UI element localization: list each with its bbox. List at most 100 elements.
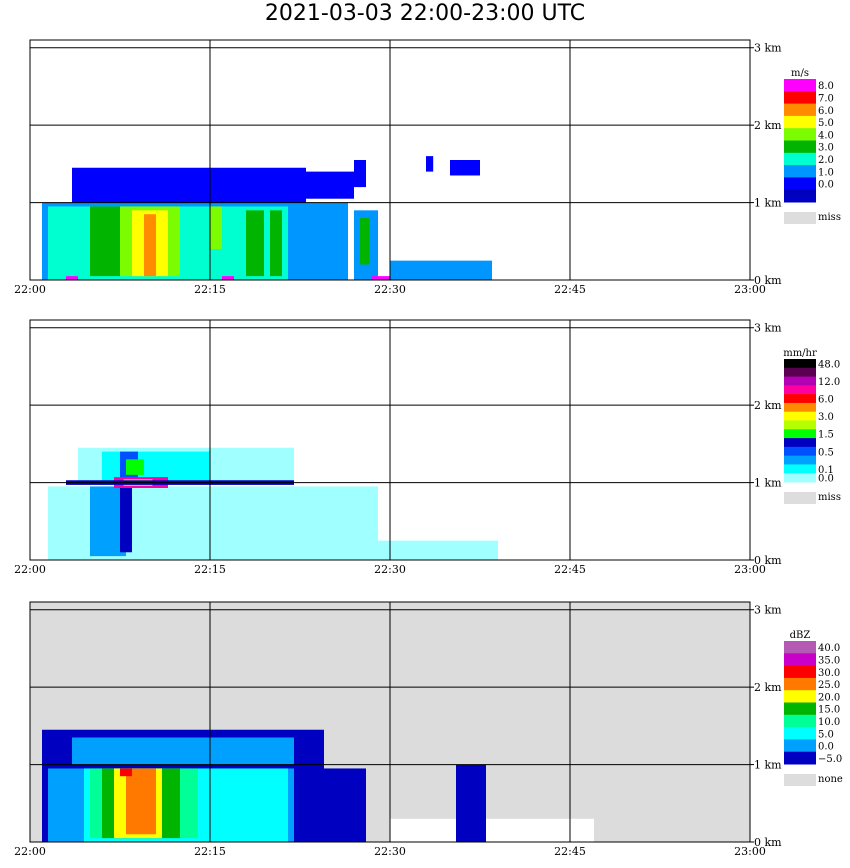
legend-label: 35.0 (818, 655, 840, 666)
legend-label: 0.5 (818, 447, 834, 458)
y-tick-label: 0 km (754, 554, 782, 567)
legend-swatch (784, 641, 816, 654)
legend-label: 10.0 (818, 717, 840, 728)
legend-swatch (784, 739, 816, 753)
x-tick-label: 23:00 (734, 283, 766, 296)
data-cell (120, 768, 132, 777)
y-tick-label: 1 km (754, 197, 782, 210)
legend-swatch (784, 385, 816, 395)
data-cell (270, 210, 282, 277)
panel-rain-intensity: 22:00 22:15 22:30 22:45 23:000 km 1 km 2 km 3 k… (14, 319, 841, 576)
y-tick-label: 3 km (754, 604, 782, 617)
legend-swatch (784, 429, 816, 439)
chart-title: 2021-03-03 22:00-23:00 UTC (264, 1, 586, 26)
data-cell (126, 768, 156, 835)
y-tick-label: 3 km (754, 322, 782, 335)
legend-label: 1.0 (818, 167, 834, 178)
plot-frame (29, 39, 751, 281)
data-cell (72, 167, 306, 203)
panel-reflectivity: 22:00 22:15 22:30 22:45 23:000 km 1 km 2 km 3 k… (14, 601, 843, 858)
legend-swatch (784, 714, 816, 728)
legend-label: 6.0 (818, 106, 834, 117)
legend-swatch (784, 103, 816, 117)
legend-label: 20.0 (818, 692, 840, 703)
x-tick-label: 22:00 (14, 283, 46, 296)
y-tick-label: 1 km (754, 759, 782, 772)
legend-label: 30.0 (818, 668, 840, 679)
legend-swatch (784, 140, 816, 154)
data-cell (210, 206, 222, 250)
legend-label: 8.0 (818, 81, 834, 92)
legend-swatch (784, 402, 816, 413)
x-tick-label: 22:45 (554, 563, 586, 576)
plot-frame (29, 601, 751, 843)
legend-label: 5.0 (818, 729, 834, 740)
legend-label: 0.0 (818, 742, 834, 753)
legend-label-miss: none (818, 774, 843, 785)
legend-label: 0.1 (818, 465, 834, 476)
y-tick-label: 0 km (754, 836, 782, 849)
legend-swatch (784, 438, 816, 448)
legend-swatch-miss (784, 774, 816, 786)
legend-swatch-miss (784, 212, 816, 224)
legend-label: 48.0 (818, 359, 840, 370)
legend-label: 4.0 (818, 130, 834, 141)
y-tick-label: 2 km (754, 399, 782, 412)
data-cell (372, 276, 390, 280)
legend-swatch (784, 702, 816, 716)
legend-label: 25.0 (818, 680, 840, 691)
legend-swatch (784, 189, 816, 203)
data-cell (456, 764, 486, 842)
legend-label: 3.0 (818, 143, 834, 154)
plot-frame (29, 319, 751, 561)
panel-fall-velocity: 22:00 22:15 22:30 22:45 23:000 km 1 km 2 km 3 k… (14, 39, 841, 296)
data-cell (246, 210, 264, 277)
legend-swatch (784, 653, 816, 667)
legend-label: 40.0 (818, 643, 840, 654)
data-cell (306, 171, 354, 199)
legend-swatch (784, 376, 816, 386)
legend-swatch (784, 411, 816, 421)
x-tick-label: 22:15 (194, 563, 226, 576)
legend-swatch (784, 128, 816, 141)
x-tick-label: 22:30 (374, 283, 406, 296)
data-cell (360, 218, 370, 265)
y-tick-label: 3 km (754, 42, 782, 55)
legend-swatch (784, 79, 816, 92)
x-tick-label: 22:00 (14, 845, 46, 858)
y-tick-label: 2 km (754, 681, 782, 694)
data-cell (390, 260, 492, 280)
x-tick-label: 22:45 (554, 283, 586, 296)
x-tick-label: 22:15 (194, 283, 226, 296)
legend-label: 6.0 (818, 395, 834, 406)
x-tick-label: 22:00 (14, 563, 46, 576)
legend-label: 3.0 (818, 412, 834, 423)
legend-label-miss: miss (818, 492, 841, 503)
x-tick-label: 22:30 (374, 563, 406, 576)
data-cell (120, 486, 132, 553)
y-tick-label: 2 km (754, 119, 782, 132)
legend-swatch (784, 727, 816, 740)
data-cell (90, 206, 120, 277)
legend-label: 12.0 (818, 377, 840, 388)
legend-swatch (784, 359, 816, 369)
data-cell (66, 276, 78, 280)
legend-label: 0.0 (818, 180, 834, 191)
legend-swatch (784, 367, 816, 378)
data-cell (144, 214, 156, 277)
data-cell (126, 459, 144, 475)
legend-swatch (784, 115, 816, 129)
legend-swatch (784, 152, 816, 166)
legend-swatch (784, 91, 816, 105)
legend-label: 0.0 (818, 474, 834, 485)
legend-swatch (784, 446, 816, 457)
data-cell (450, 160, 480, 176)
legend-title: dBZ (790, 630, 811, 641)
data-cell (426, 156, 434, 172)
x-tick-label: 22:30 (374, 845, 406, 858)
legend-swatch (784, 464, 816, 474)
legend-title: m/s (791, 68, 809, 79)
legend-label: 1.5 (818, 430, 834, 441)
data-cell (354, 160, 366, 188)
